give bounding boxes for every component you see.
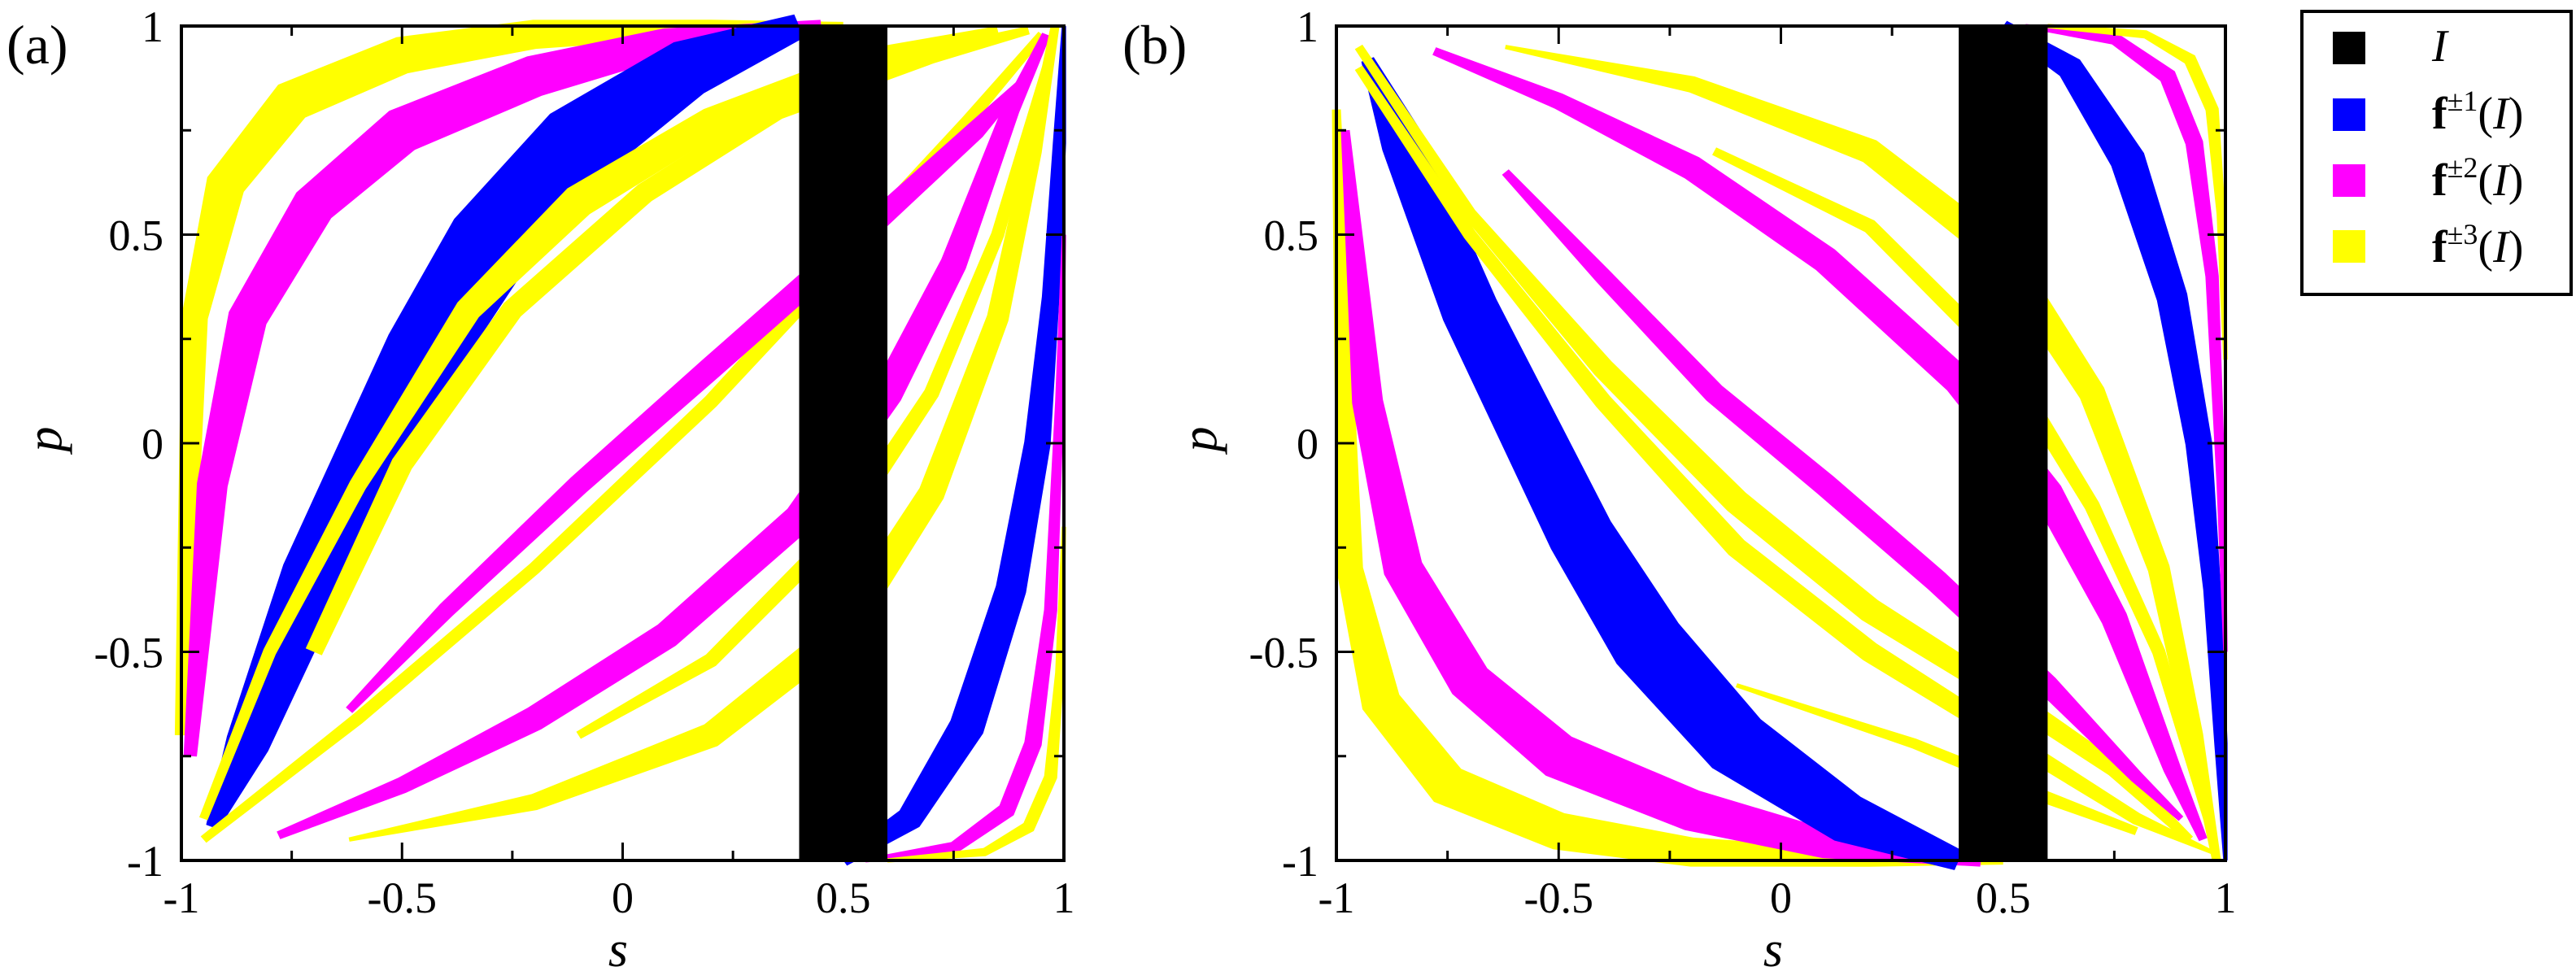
y-tick-label: -0.5 <box>1249 629 1319 677</box>
x-tick-label: -1 <box>163 873 200 922</box>
band-f1-2 <box>206 14 804 830</box>
y-tick-label: -1 <box>1282 837 1319 886</box>
axes-b: -1 -0.5 0 0.5 1 -1 -0.5 0 0.5 1 <box>1249 2 2237 922</box>
x-tick-label: 1 <box>2215 873 2237 922</box>
y-tick-label: 1 <box>1297 2 1319 51</box>
panel-b: (b) -1 -0.5 0 0.5 1 -1 -0.5 0 0.5 1 s p <box>1122 2 2237 978</box>
x-tick-label: 0 <box>1770 873 1792 922</box>
y-tick-label: 0.5 <box>109 211 164 260</box>
y-tick-label: -1 <box>127 837 163 886</box>
x-axis-label-b: s <box>1763 922 1783 976</box>
legend-label-f1: f±1(I) <box>2432 85 2523 139</box>
y-tick-label: 0.5 <box>1264 211 1319 260</box>
bands-b <box>1332 20 2228 870</box>
x-axis-label-a: s <box>608 922 628 976</box>
legend-label-f2: f±2(I) <box>2432 151 2523 206</box>
strip-a <box>799 26 887 860</box>
x-tick-label: 0 <box>612 873 634 922</box>
band-f2-1 <box>1340 129 1982 867</box>
strip-b <box>1959 26 2048 860</box>
legend: I f±1(I) f±2(I) f±3(I) <box>2300 10 2573 296</box>
band-f2-1 <box>183 20 822 757</box>
y-tick-label: -0.5 <box>94 629 163 677</box>
y-axis-label-b: p <box>1172 427 1227 455</box>
y-tick-label: 0 <box>142 420 163 468</box>
x-tick-label: -1 <box>1319 873 1355 922</box>
legend-label-I: I <box>2431 21 2449 72</box>
panel-label-a: (a) <box>7 14 68 76</box>
x-tick-label: -0.5 <box>368 873 437 922</box>
x-tick-label: -0.5 <box>1524 873 1593 922</box>
x-tick-label: 1 <box>1053 873 1075 922</box>
legend-swatch-I <box>2333 32 2365 64</box>
band-f3-4 <box>199 26 999 821</box>
band-f3-3 <box>1354 44 2194 843</box>
legend-label-f3: f±3(I) <box>2432 218 2523 272</box>
x-tick-label: 0.5 <box>816 873 871 922</box>
y-axis-label-a: p <box>17 427 72 455</box>
bands-a <box>174 14 1066 866</box>
legend-swatch-f3 <box>2333 230 2365 263</box>
legend-swatch-f2 <box>2333 164 2365 197</box>
strip-I <box>799 26 887 860</box>
panel-label-b: (b) <box>1122 14 1187 76</box>
legend-swatch-f1 <box>2333 98 2365 131</box>
axes-a: -1 -0.5 0 0.5 1 -1 -0.5 0 0.5 1 <box>94 2 1075 922</box>
panel-a: (a) -1 -0.5 0 0.5 1 -1 -0.5 0 0.5 1 s p <box>7 2 1075 978</box>
y-tick-label: 0 <box>1297 420 1319 468</box>
y-tick-label: 1 <box>142 2 163 51</box>
strip-I <box>1959 26 2048 860</box>
x-tick-label: 0.5 <box>1976 873 2031 922</box>
